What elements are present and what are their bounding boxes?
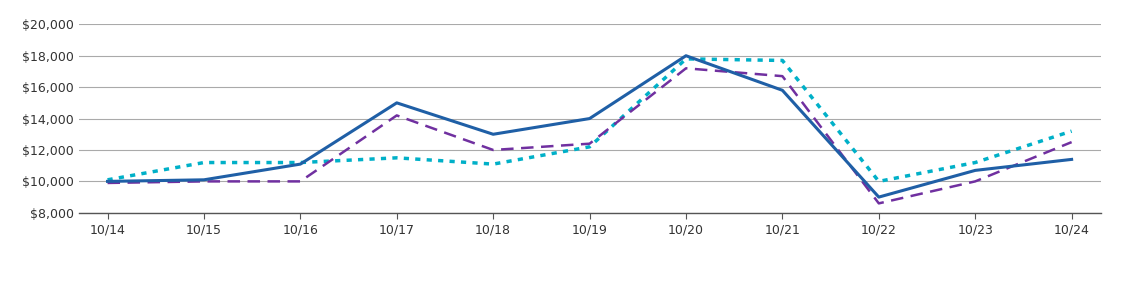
MSCI China Index (Net) - $12,609 [968, 180, 982, 183]
Line: MSCI China All Shares Index (Net) - $13,308: MSCI China All Shares Index (Net) - $13,… [108, 59, 1071, 181]
Invesco Greater China Fund Class R - $11,373 [776, 88, 789, 92]
MSCI China Index (Net) - $12,609 [873, 202, 886, 205]
Invesco Greater China Fund Class R - $11,373 [679, 54, 693, 57]
MSCI China All Shares Index (Net) - $13,308 [390, 156, 403, 160]
Line: Invesco Greater China Fund Class R - $11,373: Invesco Greater China Fund Class R - $11… [108, 56, 1071, 197]
MSCI China Index (Net) - $12,609 [101, 181, 115, 185]
MSCI China All Shares Index (Net) - $13,308 [968, 161, 982, 164]
MSCI China All Shares Index (Net) - $13,308 [776, 59, 789, 62]
MSCI China All Shares Index (Net) - $13,308 [101, 178, 115, 181]
MSCI China All Shares Index (Net) - $13,308 [198, 161, 211, 164]
Invesco Greater China Fund Class R - $11,373 [1065, 157, 1078, 161]
Invesco Greater China Fund Class R - $11,373 [101, 180, 115, 183]
MSCI China Index (Net) - $12,609 [1065, 140, 1078, 144]
MSCI China Index (Net) - $12,609 [390, 114, 403, 117]
Invesco Greater China Fund Class R - $11,373 [486, 133, 500, 136]
MSCI China Index (Net) - $12,609 [198, 180, 211, 183]
Invesco Greater China Fund Class R - $11,373 [198, 178, 211, 181]
MSCI China All Shares Index (Net) - $13,308 [1065, 129, 1078, 133]
MSCI China Index (Net) - $12,609 [776, 74, 789, 78]
Invesco Greater China Fund Class R - $11,373 [873, 195, 886, 199]
MSCI China All Shares Index (Net) - $13,308 [293, 161, 307, 164]
MSCI China Index (Net) - $12,609 [679, 67, 693, 70]
Line: MSCI China Index (Net) - $12,609: MSCI China Index (Net) - $12,609 [108, 68, 1071, 203]
MSCI China All Shares Index (Net) - $13,308 [679, 57, 693, 61]
MSCI China All Shares Index (Net) - $13,308 [486, 162, 500, 166]
Invesco Greater China Fund Class R - $11,373 [968, 168, 982, 172]
MSCI China All Shares Index (Net) - $13,308 [583, 145, 596, 149]
MSCI China Index (Net) - $12,609 [293, 180, 307, 183]
Invesco Greater China Fund Class R - $11,373 [390, 101, 403, 105]
MSCI China Index (Net) - $12,609 [486, 148, 500, 152]
Invesco Greater China Fund Class R - $11,373 [293, 162, 307, 166]
Invesco Greater China Fund Class R - $11,373 [583, 117, 596, 120]
MSCI China Index (Net) - $12,609 [583, 142, 596, 146]
MSCI China All Shares Index (Net) - $13,308 [873, 180, 886, 183]
